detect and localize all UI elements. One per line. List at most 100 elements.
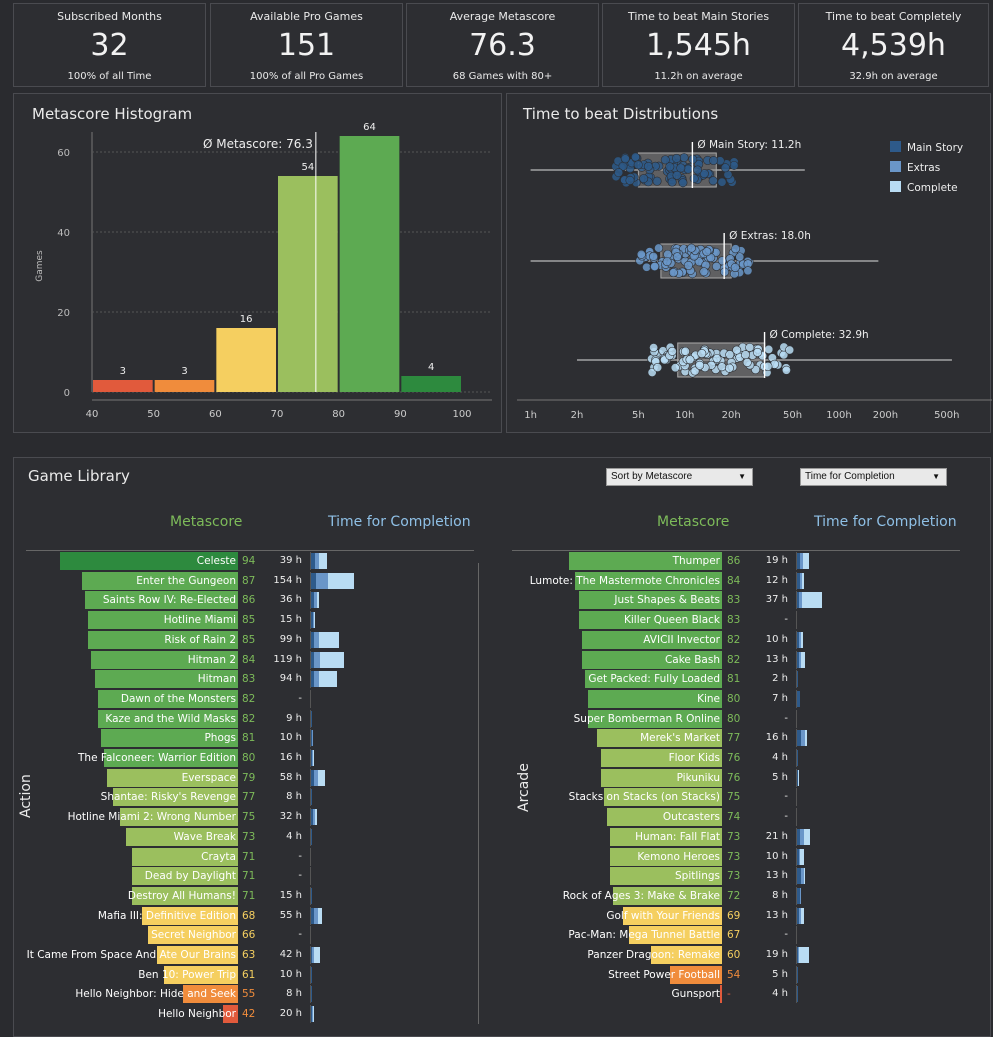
game-name[interactable]: Thumper bbox=[672, 555, 720, 567]
game-name[interactable]: Human: Fall Flat bbox=[635, 830, 720, 843]
sort-dropdown[interactable]: Sort by Metascore ▼ bbox=[606, 468, 753, 486]
histogram-panel: Metascore Histogram 0 20 40 60 Games 3 3 16 54 64… bbox=[13, 93, 502, 433]
game-name[interactable]: Celeste bbox=[196, 555, 236, 567]
histogram-chart: 0 20 40 60 Games 3 3 16 54 64 4 40 50 60 70 80 90 100 Ø Me… bbox=[35, 122, 492, 420]
game-name[interactable]: Street Power Football bbox=[608, 968, 720, 981]
game-name[interactable]: Just Shapes & Beats bbox=[614, 594, 720, 607]
game-name[interactable]: Gunsport bbox=[671, 988, 720, 1001]
metascore-bar bbox=[597, 729, 722, 748]
game-name[interactable]: It Came From Space And Ate Our Brains bbox=[26, 949, 236, 961]
game-name[interactable]: Panzer Dragoon: Remake bbox=[587, 949, 720, 961]
metascore-bar bbox=[85, 591, 238, 610]
game-name[interactable]: Rock of Ages 3: Make & Brake bbox=[562, 889, 720, 902]
game-name[interactable]: Kemono Heroes bbox=[637, 850, 720, 863]
game-name[interactable]: Hotline Miami bbox=[163, 614, 236, 627]
time-bar-e bbox=[800, 828, 804, 845]
kpi-value: 1,545h bbox=[646, 28, 751, 63]
time-axis bbox=[796, 788, 797, 807]
game-name[interactable]: Spitlings bbox=[675, 870, 720, 883]
time-axis bbox=[796, 630, 797, 649]
game-name[interactable]: Risk of Rain 2 bbox=[164, 633, 236, 646]
game-name[interactable]: Ben 10: Power Trip bbox=[138, 968, 236, 981]
chevron-down-icon: ▼ bbox=[738, 472, 746, 481]
game-name[interactable]: Killer Queen Black bbox=[624, 614, 720, 627]
time-axis bbox=[310, 670, 311, 689]
metascore-bar bbox=[182, 985, 238, 1004]
left-list-divider bbox=[478, 563, 479, 1024]
game-name[interactable]: Wave Break bbox=[173, 830, 236, 843]
mode-dropdown[interactable]: Time for Completion ▼ bbox=[800, 468, 947, 486]
metascore-bar bbox=[584, 670, 722, 689]
metascore-bar bbox=[97, 709, 238, 728]
time-bar-m bbox=[311, 651, 314, 668]
game-name[interactable]: Hello Neighbor bbox=[158, 1008, 236, 1021]
game-name[interactable]: Everspace bbox=[181, 771, 236, 784]
game-name[interactable]: Hello Neighbor: Hide and Seek bbox=[75, 988, 236, 1001]
game-name[interactable]: Dawn of the Monsters bbox=[120, 692, 236, 705]
data-point bbox=[686, 243, 696, 253]
game-name[interactable]: Hitman 2 bbox=[187, 653, 236, 666]
game-name[interactable]: Hotline Miami 2: Wrong Number bbox=[67, 811, 236, 824]
game-name[interactable]: Phogs bbox=[204, 732, 236, 745]
data-point bbox=[735, 252, 745, 262]
game-name[interactable]: Crayta bbox=[201, 850, 236, 863]
data-point bbox=[649, 343, 659, 353]
time-bar-m bbox=[797, 828, 800, 845]
game-score: 87 bbox=[242, 574, 256, 587]
bar-value-label: 16 bbox=[240, 314, 253, 325]
data-point bbox=[730, 263, 740, 273]
game-name[interactable]: Dead by Daylight bbox=[144, 870, 236, 883]
game-name[interactable]: Shantae: Risky's Revenge bbox=[100, 791, 236, 804]
game-name[interactable]: Stacks on Stacks (on Stacks) bbox=[568, 791, 720, 804]
kpi-sub: 68 Games with 80+ bbox=[452, 71, 553, 82]
kpi-sub: 32.9h on average bbox=[849, 71, 938, 82]
data-point bbox=[717, 177, 727, 187]
histogram-bar bbox=[154, 380, 215, 392]
metascore-bar bbox=[132, 847, 238, 866]
time-bar-c bbox=[804, 828, 810, 845]
game-time: 16 h bbox=[279, 752, 302, 763]
game-name[interactable]: Merek's Market bbox=[640, 732, 720, 745]
game-name[interactable]: Cake Bash bbox=[664, 653, 720, 666]
game-name[interactable]: Enter the Gungeon bbox=[136, 574, 236, 587]
game-name[interactable]: Get Packed: Fully Loaded bbox=[588, 673, 720, 686]
game-name[interactable]: The Falconeer: Warrior Edition bbox=[78, 752, 236, 764]
game-name[interactable]: Saints Row IV: Re-Elected bbox=[102, 594, 236, 607]
game-name[interactable]: Floor Kids bbox=[668, 752, 720, 764]
game-time: - bbox=[298, 850, 302, 862]
game-score: 66 bbox=[242, 929, 256, 942]
game-name[interactable]: Pikuniku bbox=[676, 771, 720, 784]
game-name[interactable]: Golf with Your Friends bbox=[606, 909, 720, 922]
game-name[interactable]: Super Bomberman R Online bbox=[573, 712, 720, 725]
average-label: Ø Complete: 32.9h bbox=[770, 329, 869, 341]
metascore-bar bbox=[569, 552, 722, 570]
legend-swatch bbox=[890, 161, 901, 172]
game-name[interactable]: AVICII Invector bbox=[643, 633, 720, 646]
time-bar-c bbox=[314, 947, 320, 963]
time-bar-e bbox=[312, 1006, 313, 1023]
right-genre-label: Arcade bbox=[516, 763, 532, 812]
game-name[interactable]: Pac-Man: Mega Tunnel Battle bbox=[568, 929, 720, 942]
game-name[interactable]: Kaze and the Wild Masks bbox=[105, 712, 236, 725]
game-name[interactable]: Hitman bbox=[197, 673, 236, 686]
metascore-bar bbox=[100, 729, 238, 748]
game-name[interactable]: Outcasters bbox=[662, 811, 720, 824]
kpi-title: Time to beat Main Stories bbox=[627, 10, 770, 23]
game-score: 74 bbox=[727, 811, 741, 824]
game-name[interactable]: Destroy All Humans! bbox=[127, 889, 236, 902]
game-time: 32 h bbox=[279, 811, 302, 823]
histogram-bar bbox=[339, 136, 400, 392]
metascore-bar bbox=[606, 808, 722, 827]
time-axis bbox=[796, 729, 797, 748]
game-time: 15 h bbox=[279, 614, 302, 626]
game-name[interactable]: Lumote: The Mastermote Chronicles bbox=[529, 574, 720, 587]
time-bar-m bbox=[797, 730, 801, 747]
time-bar-c bbox=[314, 612, 315, 629]
metascore-bar bbox=[578, 611, 722, 630]
game-name[interactable]: Mafia III: Definitive Edition bbox=[97, 909, 236, 922]
game-time: 119 h bbox=[273, 653, 302, 665]
game-name[interactable]: Secret Neighbor bbox=[151, 929, 236, 942]
legend-label: Extras bbox=[907, 162, 940, 174]
game-name[interactable]: Kine bbox=[697, 692, 720, 705]
time-bar-c bbox=[319, 553, 327, 569]
